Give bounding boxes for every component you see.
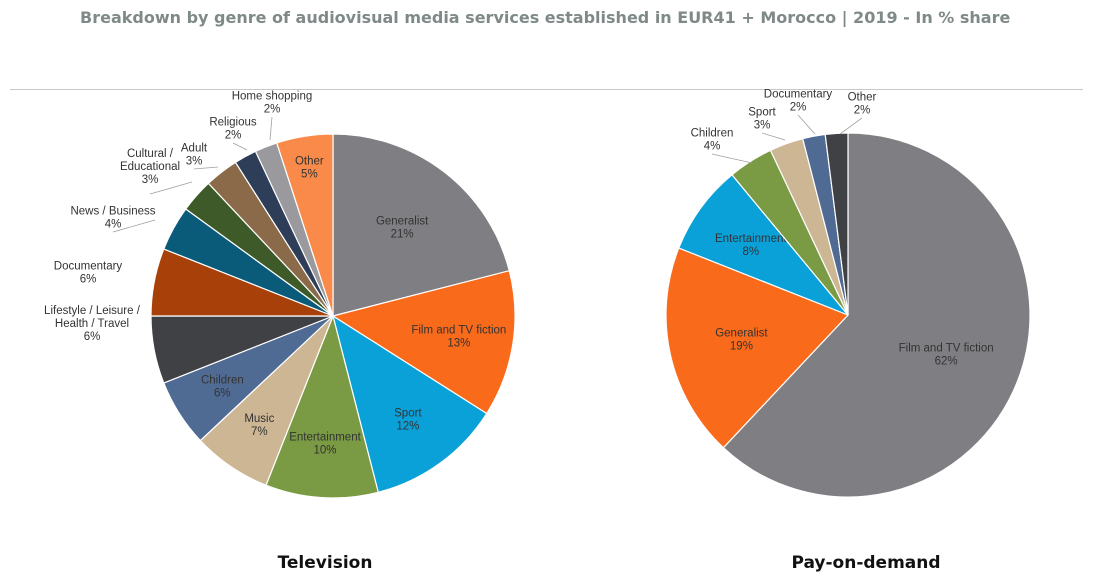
slice-label-religious: Religious 2% [209, 117, 257, 142]
slice-label-film-and-tv-fiction: Film and TV fiction 62% [899, 342, 994, 367]
leader-line-adult [193, 166, 219, 170]
pie-slice-film-and-tv-fiction [722, 132, 1031, 498]
slice-label-other: Other 5% [295, 155, 324, 180]
slice-label-documentary: Documentary 6% [54, 261, 123, 286]
slice-label-generalist: Generalist 21% [376, 215, 429, 240]
slice-label-news-business: News / Business 4% [70, 206, 155, 231]
slice-label-lifestyle-leisure-health-travel: Lifestyle / Leisure / Health / Travel 6% [44, 305, 141, 343]
leader-line-religious [232, 142, 248, 151]
pie-television: Generalist 21% Film and TV fiction 13% Sport… [44, 91, 516, 499]
slice-label-entertainment: Entertainment 10% [289, 432, 361, 457]
leader-line-cultural-educational [149, 181, 193, 195]
leader-line-news-business [112, 219, 156, 233]
slice-label-children: Children 4% [691, 128, 734, 153]
leader-line-sport [761, 132, 786, 141]
slice-label-adult: Adult 3% [181, 143, 208, 168]
slice-label-generalist: Generalist 19% [715, 327, 768, 352]
slice-label-film-and-tv-fiction: Film and TV fiction 13% [411, 324, 506, 349]
pie-slice-entertainment [678, 173, 849, 316]
slice-label-entertainment: Entertainment 8% [715, 233, 787, 258]
slice-label-sport: Sport 12% [394, 408, 422, 433]
pie-slice-generalist [665, 247, 850, 449]
pie-slice-other [824, 132, 849, 316]
slice-label-documentary: Documentary 2% [764, 89, 833, 114]
pie-slice-other [276, 133, 334, 317]
pie-slice-entertainment [265, 314, 379, 499]
leader-line-children [711, 153, 753, 164]
slice-label-sport: Sport 3% [748, 107, 776, 132]
pie-slice-sport [332, 314, 488, 494]
page-title: Breakdown by genre of audiovisual media … [80, 8, 1011, 27]
pie-pay-on-demand: Film and TV fiction 62% Generalist 19% Enter… [665, 89, 1031, 498]
pie-slice-film-and-tv-fiction [331, 270, 516, 415]
chart-caption-television: Television [277, 553, 373, 573]
leader-line-other [839, 117, 863, 135]
leader-line-home-shopping [269, 116, 273, 141]
pie-slice-generalist [332, 133, 511, 317]
divider [10, 89, 1083, 90]
leader-line-documentary [797, 114, 816, 135]
slice-label-music: Music 7% [244, 413, 274, 438]
slice-label-cultural-educational: Cultural / Educational 3% [120, 148, 180, 186]
slice-label-home-shopping: Home shopping 2% [232, 91, 313, 116]
chart-caption-pay-on-demand: Pay-on-demand [791, 553, 941, 573]
slice-label-other: Other 2% [848, 92, 877, 117]
slice-label-children: Children 6% [201, 375, 244, 400]
